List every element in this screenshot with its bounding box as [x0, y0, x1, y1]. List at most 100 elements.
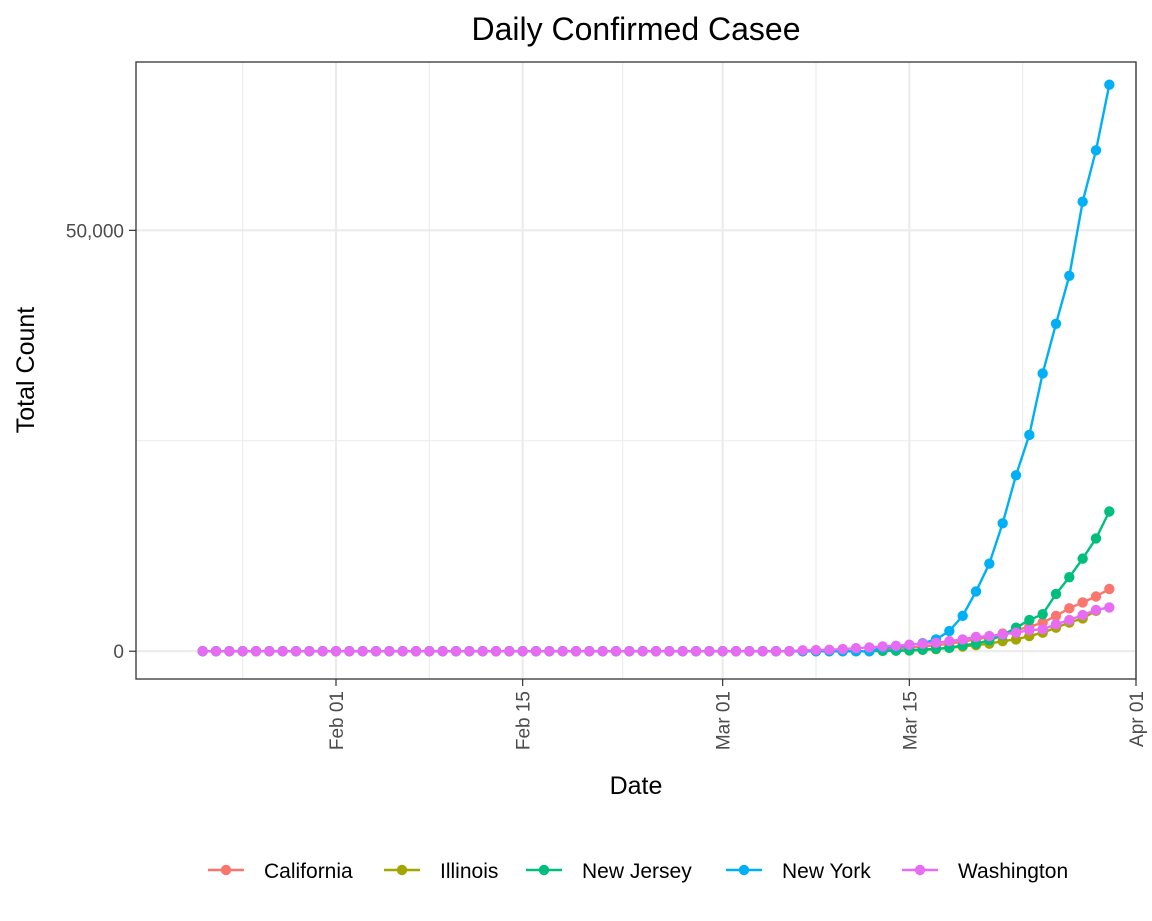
data-point — [504, 646, 515, 657]
data-point — [984, 630, 995, 642]
data-point — [464, 646, 475, 657]
data-point — [490, 646, 502, 657]
data-point — [944, 625, 955, 637]
data-point — [970, 586, 982, 597]
data-point — [1050, 588, 1062, 600]
data-point — [1037, 624, 1048, 635]
data-point — [957, 634, 968, 645]
x-axis-ticks: Feb 01 Feb 15 Mar 01 Mar 15 Apr 01 — [327, 679, 1148, 750]
x-tick-label: Feb 01 — [327, 691, 348, 750]
data-point — [344, 646, 355, 657]
data-point — [1010, 627, 1022, 638]
data-point — [757, 646, 768, 657]
data-point — [250, 646, 262, 657]
legend-label: New Jersey — [582, 860, 692, 883]
panel-border — [135, 61, 1137, 680]
legend-item: New Jersey — [526, 860, 692, 883]
data-point — [890, 640, 902, 652]
data-point — [970, 631, 982, 643]
legend-key-point — [738, 864, 750, 876]
data-point — [304, 646, 315, 657]
x-tick-label: Apr 01 — [1127, 691, 1148, 747]
data-point — [610, 646, 622, 657]
data-point — [317, 646, 328, 657]
minor-gridlines — [136, 62, 1136, 679]
data-point — [1077, 553, 1088, 564]
data-point — [384, 646, 395, 657]
legend-key-point — [396, 864, 408, 876]
data-point — [1090, 591, 1102, 602]
x-tick-label: Mar 01 — [714, 691, 735, 750]
data-point — [1024, 614, 1035, 626]
plot-panel — [136, 62, 1136, 679]
data-point — [1050, 318, 1062, 329]
data-point — [1024, 429, 1035, 441]
data-point — [210, 646, 222, 657]
legend-label: California — [264, 860, 353, 883]
data-point — [1037, 608, 1048, 620]
data-point — [944, 635, 955, 647]
legend-label: New York — [782, 860, 871, 883]
data-point — [730, 646, 742, 657]
x-tick-label: Mar 15 — [900, 691, 921, 750]
data-point — [664, 646, 675, 657]
data-point — [864, 642, 875, 653]
data-point — [224, 646, 235, 657]
legend-key-point — [538, 864, 550, 876]
x-axis-title: Date — [610, 772, 663, 800]
y-axis-title: Total Count — [12, 307, 40, 434]
data-point — [984, 558, 995, 569]
data-point — [1064, 603, 1075, 614]
legend-item: California — [208, 860, 353, 883]
data-point — [450, 646, 462, 657]
data-point — [624, 646, 635, 657]
legend: California Illinois New Jersey New York Wash… — [208, 860, 1068, 883]
data-point — [197, 646, 208, 657]
data-point — [570, 646, 582, 657]
data-point — [717, 646, 728, 657]
series-washington — [197, 602, 1115, 657]
x-tick-label: Feb 15 — [514, 691, 535, 750]
data-point — [637, 646, 648, 657]
data-point — [1104, 602, 1115, 613]
data-point — [1064, 571, 1075, 583]
data-point — [904, 639, 915, 650]
data-point — [530, 646, 542, 657]
y-tick-label: 0 — [113, 642, 124, 663]
data-point — [1064, 270, 1075, 281]
legend-key-point — [914, 864, 926, 876]
data-point — [1104, 506, 1115, 517]
data-point — [370, 646, 382, 657]
data-point — [544, 646, 555, 657]
data-point — [744, 646, 755, 657]
y-tick-label: 50,000 — [66, 221, 124, 242]
data-point — [917, 638, 928, 649]
data-point — [810, 644, 822, 656]
data-point — [1090, 533, 1102, 544]
data-point — [557, 646, 568, 657]
legend-item: Illinois — [384, 860, 498, 883]
data-point — [397, 646, 408, 657]
data-point — [1090, 604, 1102, 616]
legend-item: Washington — [902, 860, 1068, 883]
data-point — [1077, 196, 1088, 207]
data-point — [650, 646, 662, 657]
data-point — [584, 646, 595, 657]
data-point — [784, 646, 795, 657]
data-point — [1104, 583, 1115, 595]
data-point — [877, 641, 888, 652]
data-point — [1037, 368, 1048, 379]
data-point — [1024, 624, 1035, 636]
data-point — [1077, 609, 1088, 621]
data-point — [770, 646, 782, 657]
data-point — [437, 646, 448, 657]
legend-label: Illinois — [440, 860, 498, 883]
data-point — [997, 518, 1008, 529]
data-point — [264, 646, 275, 657]
data-point — [997, 629, 1008, 640]
data-point — [957, 610, 968, 622]
data-point — [850, 642, 862, 654]
y-axis-ticks: 0 50,000 — [66, 221, 136, 663]
data-point — [704, 646, 715, 657]
